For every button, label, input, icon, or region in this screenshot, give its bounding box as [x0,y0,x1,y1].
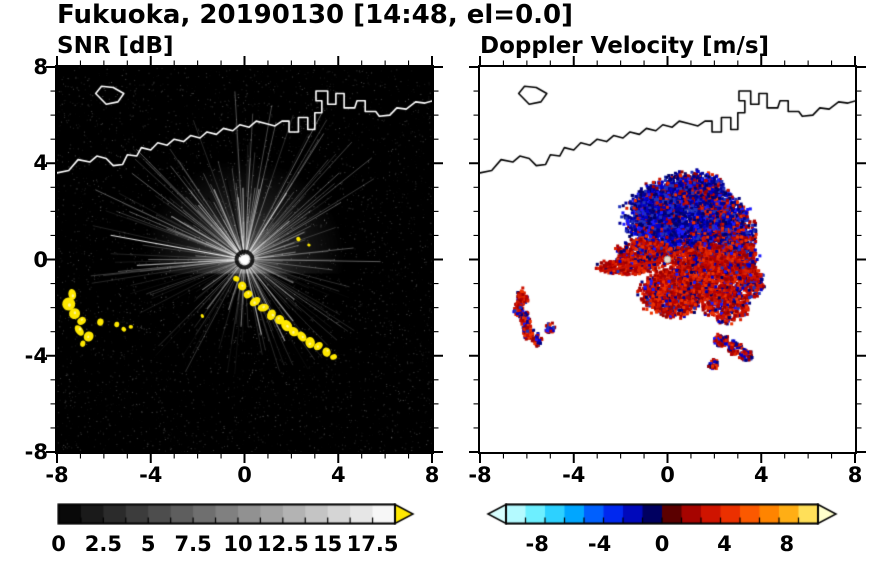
colorbar-tick-label: 2.5 [84,532,122,556]
doppler-plot-canvas [480,67,855,452]
colorbar-tick-label: 4 [717,532,732,556]
snr-plot [46,56,443,463]
colorbar-tick-label: 15 [313,532,343,556]
y-tick-label: 4 [33,151,48,176]
snr-colorbar [57,503,417,525]
x-tick-label: -8 [45,463,69,487]
colorbar-tick-label: 8 [779,532,795,556]
y-tick-label: 8 [33,55,48,79]
colorbar-tick-label: 10 [223,532,253,556]
colorbar-tick-label: 0 [654,532,670,556]
x-tick-label: 4 [330,463,346,487]
x-tick-label: 8 [424,463,440,487]
x-tick-label: 0 [660,463,675,487]
colorbar-tick-label: 12.5 [256,532,309,556]
x-tick-label: 4 [753,463,769,487]
doppler-colorbar [486,503,838,525]
doppler-panel-title: Doppler Velocity [m/s] [480,33,770,59]
figure-title: Fukuoka, 20190130 [14:48, el=0.0] [57,0,574,30]
x-tick-label: -4 [139,463,163,487]
colorbar-tick-label: 5 [140,532,156,556]
colorbar-tick-label: -4 [587,532,612,556]
x-tick-label: -4 [562,463,586,487]
y-tick-label: 0 [33,247,48,272]
snr-plot-canvas [57,67,432,452]
x-tick-label: -8 [468,463,492,487]
colorbar-tick-label: 0 [51,532,66,556]
snr-panel-title: SNR [dB] [57,33,174,59]
y-tick-label: -8 [24,440,48,464]
y-tick-label: -4 [24,343,48,368]
x-tick-label: 0 [237,463,252,487]
doppler-plot [469,56,866,463]
colorbar-tick-label: 17.5 [346,532,399,556]
colorbar-tick-label: -8 [525,532,549,556]
x-tick-label: 8 [847,463,863,487]
colorbar-tick-label: 7.5 [174,532,212,556]
